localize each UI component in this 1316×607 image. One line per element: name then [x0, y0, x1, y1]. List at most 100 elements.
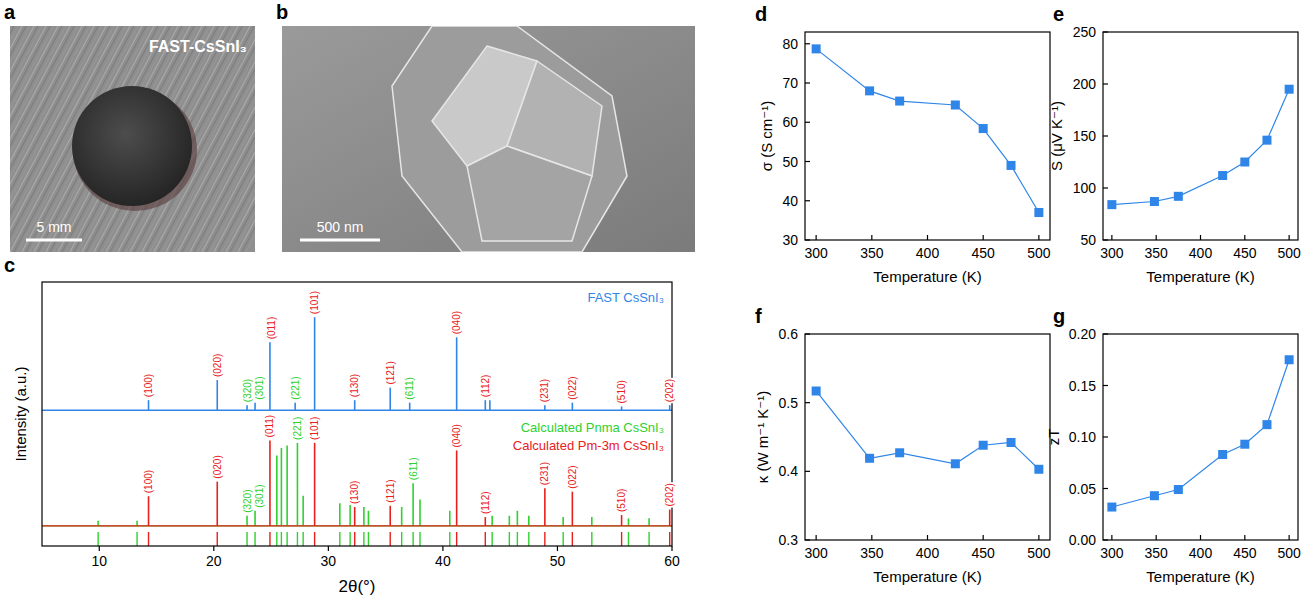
label-patch — [451, 310, 462, 335]
peak-label: (022) — [567, 465, 578, 488]
x-tick — [328, 546, 329, 551]
y-tick-label: 100 — [1073, 180, 1097, 196]
peak-label: (231) — [539, 379, 550, 402]
peak-label-group: (112) — [480, 490, 491, 515]
peak — [97, 521, 99, 526]
x-tick — [871, 235, 872, 240]
peak — [456, 450, 458, 525]
line-area — [816, 49, 1039, 213]
peak — [669, 405, 671, 410]
plot-area — [812, 44, 1044, 217]
peak-label: (221) — [292, 417, 303, 440]
reflection-tick — [302, 532, 303, 546]
peak — [401, 507, 403, 526]
y-tick-label: 0.3 — [779, 532, 799, 548]
label-patch — [480, 374, 491, 399]
peak-label-group: (020) — [212, 353, 223, 378]
peak — [562, 517, 564, 526]
y-tick — [805, 402, 810, 403]
reflection-tick — [648, 532, 649, 546]
peak-label: (020) — [212, 455, 223, 478]
photo-caption: FAST-CsSnI₃ — [149, 38, 247, 55]
reflection-tick — [269, 532, 270, 546]
line-area — [816, 391, 1039, 469]
texture — [222, 26, 255, 252]
pattern-baseline — [42, 525, 672, 526]
y-tick — [805, 161, 810, 162]
peak-label-group: (101) — [309, 290, 320, 315]
photo-panel: 500 nm — [282, 26, 695, 252]
x-tick-label: 60 — [664, 553, 680, 569]
peak-label: (320) — [242, 379, 253, 402]
peak — [409, 403, 411, 411]
peak-label-group: (130) — [349, 480, 360, 505]
peak-label: (112) — [480, 491, 491, 514]
peak-label: (510) — [616, 380, 627, 403]
y-tick-label: 0.4 — [779, 463, 799, 479]
y-tick-label: 50 — [782, 154, 798, 170]
peak-labels: (100)(020)(320)(301)(011)(221)(101)(130)… — [143, 290, 675, 515]
plot-area — [1107, 85, 1293, 209]
reflection-tick — [412, 532, 413, 546]
reflection-tick — [286, 532, 287, 546]
peak-label: (301) — [254, 376, 265, 399]
x-tick — [816, 535, 817, 540]
x-tick — [816, 235, 817, 240]
y-tick-label: 150 — [1073, 128, 1097, 144]
reflection-tick — [456, 532, 457, 546]
x-tick — [1200, 235, 1201, 240]
reflection-tick — [354, 532, 355, 546]
peak-label-group: (611) — [408, 457, 419, 482]
peak — [354, 400, 356, 410]
label-patch — [664, 378, 675, 403]
data-point — [1150, 197, 1159, 206]
peak — [246, 405, 248, 410]
x-tick — [1244, 535, 1245, 540]
x-tick-label: 400 — [1189, 545, 1213, 561]
data-line — [1112, 89, 1289, 204]
x-tick-label: 400 — [916, 245, 940, 261]
peak-label: (202) — [664, 379, 675, 402]
reflection-tick — [419, 532, 420, 546]
data-point — [865, 86, 874, 95]
figure: FAST-CsSnI₃5 mma500 nmb1020304050602θ(°)… — [0, 0, 1316, 607]
peak — [294, 403, 296, 411]
peak — [389, 388, 391, 411]
x-tick — [983, 235, 984, 240]
x-tick-label: 300 — [804, 245, 828, 261]
reflection-tick — [281, 532, 282, 546]
peak — [297, 443, 299, 526]
data-point — [1285, 85, 1294, 94]
x-tick-label: 300 — [804, 545, 828, 561]
data-point — [812, 386, 821, 395]
peak — [216, 482, 218, 526]
peak — [591, 517, 593, 526]
reflection-tick — [217, 532, 218, 546]
peak — [314, 317, 316, 410]
data-point — [979, 441, 988, 450]
peak-label: (011) — [264, 415, 275, 438]
peak — [276, 455, 278, 525]
x-axis-title: 2θ(°) — [338, 577, 375, 596]
x-tick-label: 500 — [1027, 245, 1051, 261]
y-tick — [805, 333, 810, 334]
label-patch — [385, 360, 396, 385]
peak-label-group: (100) — [143, 373, 154, 398]
label-patch — [567, 375, 578, 400]
peak-label-group: (101) — [309, 416, 320, 441]
label-patch — [266, 316, 277, 341]
reflection-tick — [621, 532, 622, 546]
x-tick-label: 500 — [1277, 245, 1301, 261]
y-tick-label: 50 — [1080, 232, 1096, 248]
peak — [449, 511, 451, 526]
peak-label-group: (040) — [451, 310, 462, 335]
y-tick-label: 40 — [782, 193, 798, 209]
reflection-tick — [97, 532, 98, 546]
peak — [509, 516, 511, 526]
label-patch — [349, 373, 360, 398]
reflection-tick — [491, 532, 492, 546]
peak-label: (301) — [254, 484, 265, 507]
reflection-tick — [148, 532, 149, 546]
peak — [148, 400, 150, 410]
data-point — [1218, 171, 1227, 180]
